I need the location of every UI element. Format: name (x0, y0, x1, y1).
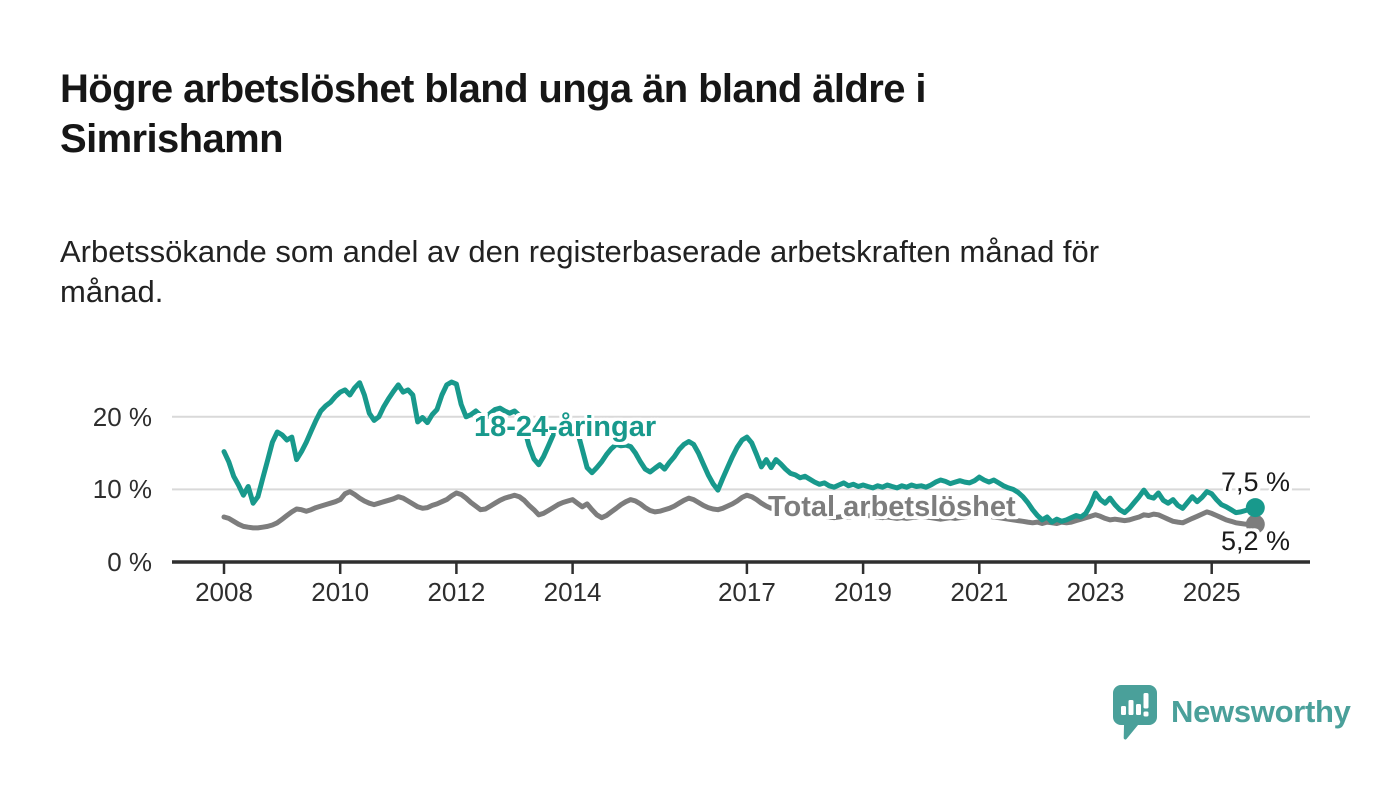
newsworthy-bubble-icon (1113, 685, 1157, 740)
end-value-label-total: 5,2 % (1220, 526, 1290, 556)
x-axis-label: 2023 (1066, 577, 1125, 607)
y-axis-label: 20 % (92, 401, 152, 432)
x-axis-label: 2014 (543, 577, 602, 607)
x-axis-label: 2017 (717, 577, 776, 607)
x-axis-label: 2010 (311, 577, 370, 607)
y-axis-label: 10 % (92, 474, 152, 505)
x-axis-label: 2012 (427, 577, 486, 607)
x-axis-label: 2008 (195, 577, 253, 607)
subtitle-line-1: Arbetssökande som andel av den registerb… (60, 234, 1100, 269)
newsworthy-logo: Newsworthy (1112, 684, 1351, 740)
x-axis-label: 2025 (1182, 577, 1241, 607)
x-axis-label: 2021 (950, 577, 1009, 607)
title-line-2: Simrishamn (60, 117, 284, 161)
series-label-total: Total arbetslöshet (768, 491, 1016, 523)
page-title: Högre arbetslöshet bland unga än bland ä… (60, 64, 1260, 164)
total-end-dot (1245, 514, 1265, 534)
y-axis-label: 0 % (107, 547, 152, 577)
series-label-youth: 18-24-åringar (474, 411, 657, 443)
line-chart (172, 379, 1310, 574)
end-value-label-youth: 7,5 % (1220, 467, 1290, 497)
total-line (221, 489, 1258, 531)
x-axis-label: 2019 (834, 577, 893, 607)
youth-line (221, 379, 1258, 525)
title-line-1: Högre arbetslöshet bland unga än bland ä… (60, 67, 926, 111)
newsworthy-wordmark: Newsworthy (1171, 694, 1351, 729)
subtitle-line-2: månad. (60, 274, 164, 309)
chart-subtitle: Arbetssökande som andel av den registerb… (60, 232, 1280, 312)
youth-end-dot (1245, 498, 1265, 518)
